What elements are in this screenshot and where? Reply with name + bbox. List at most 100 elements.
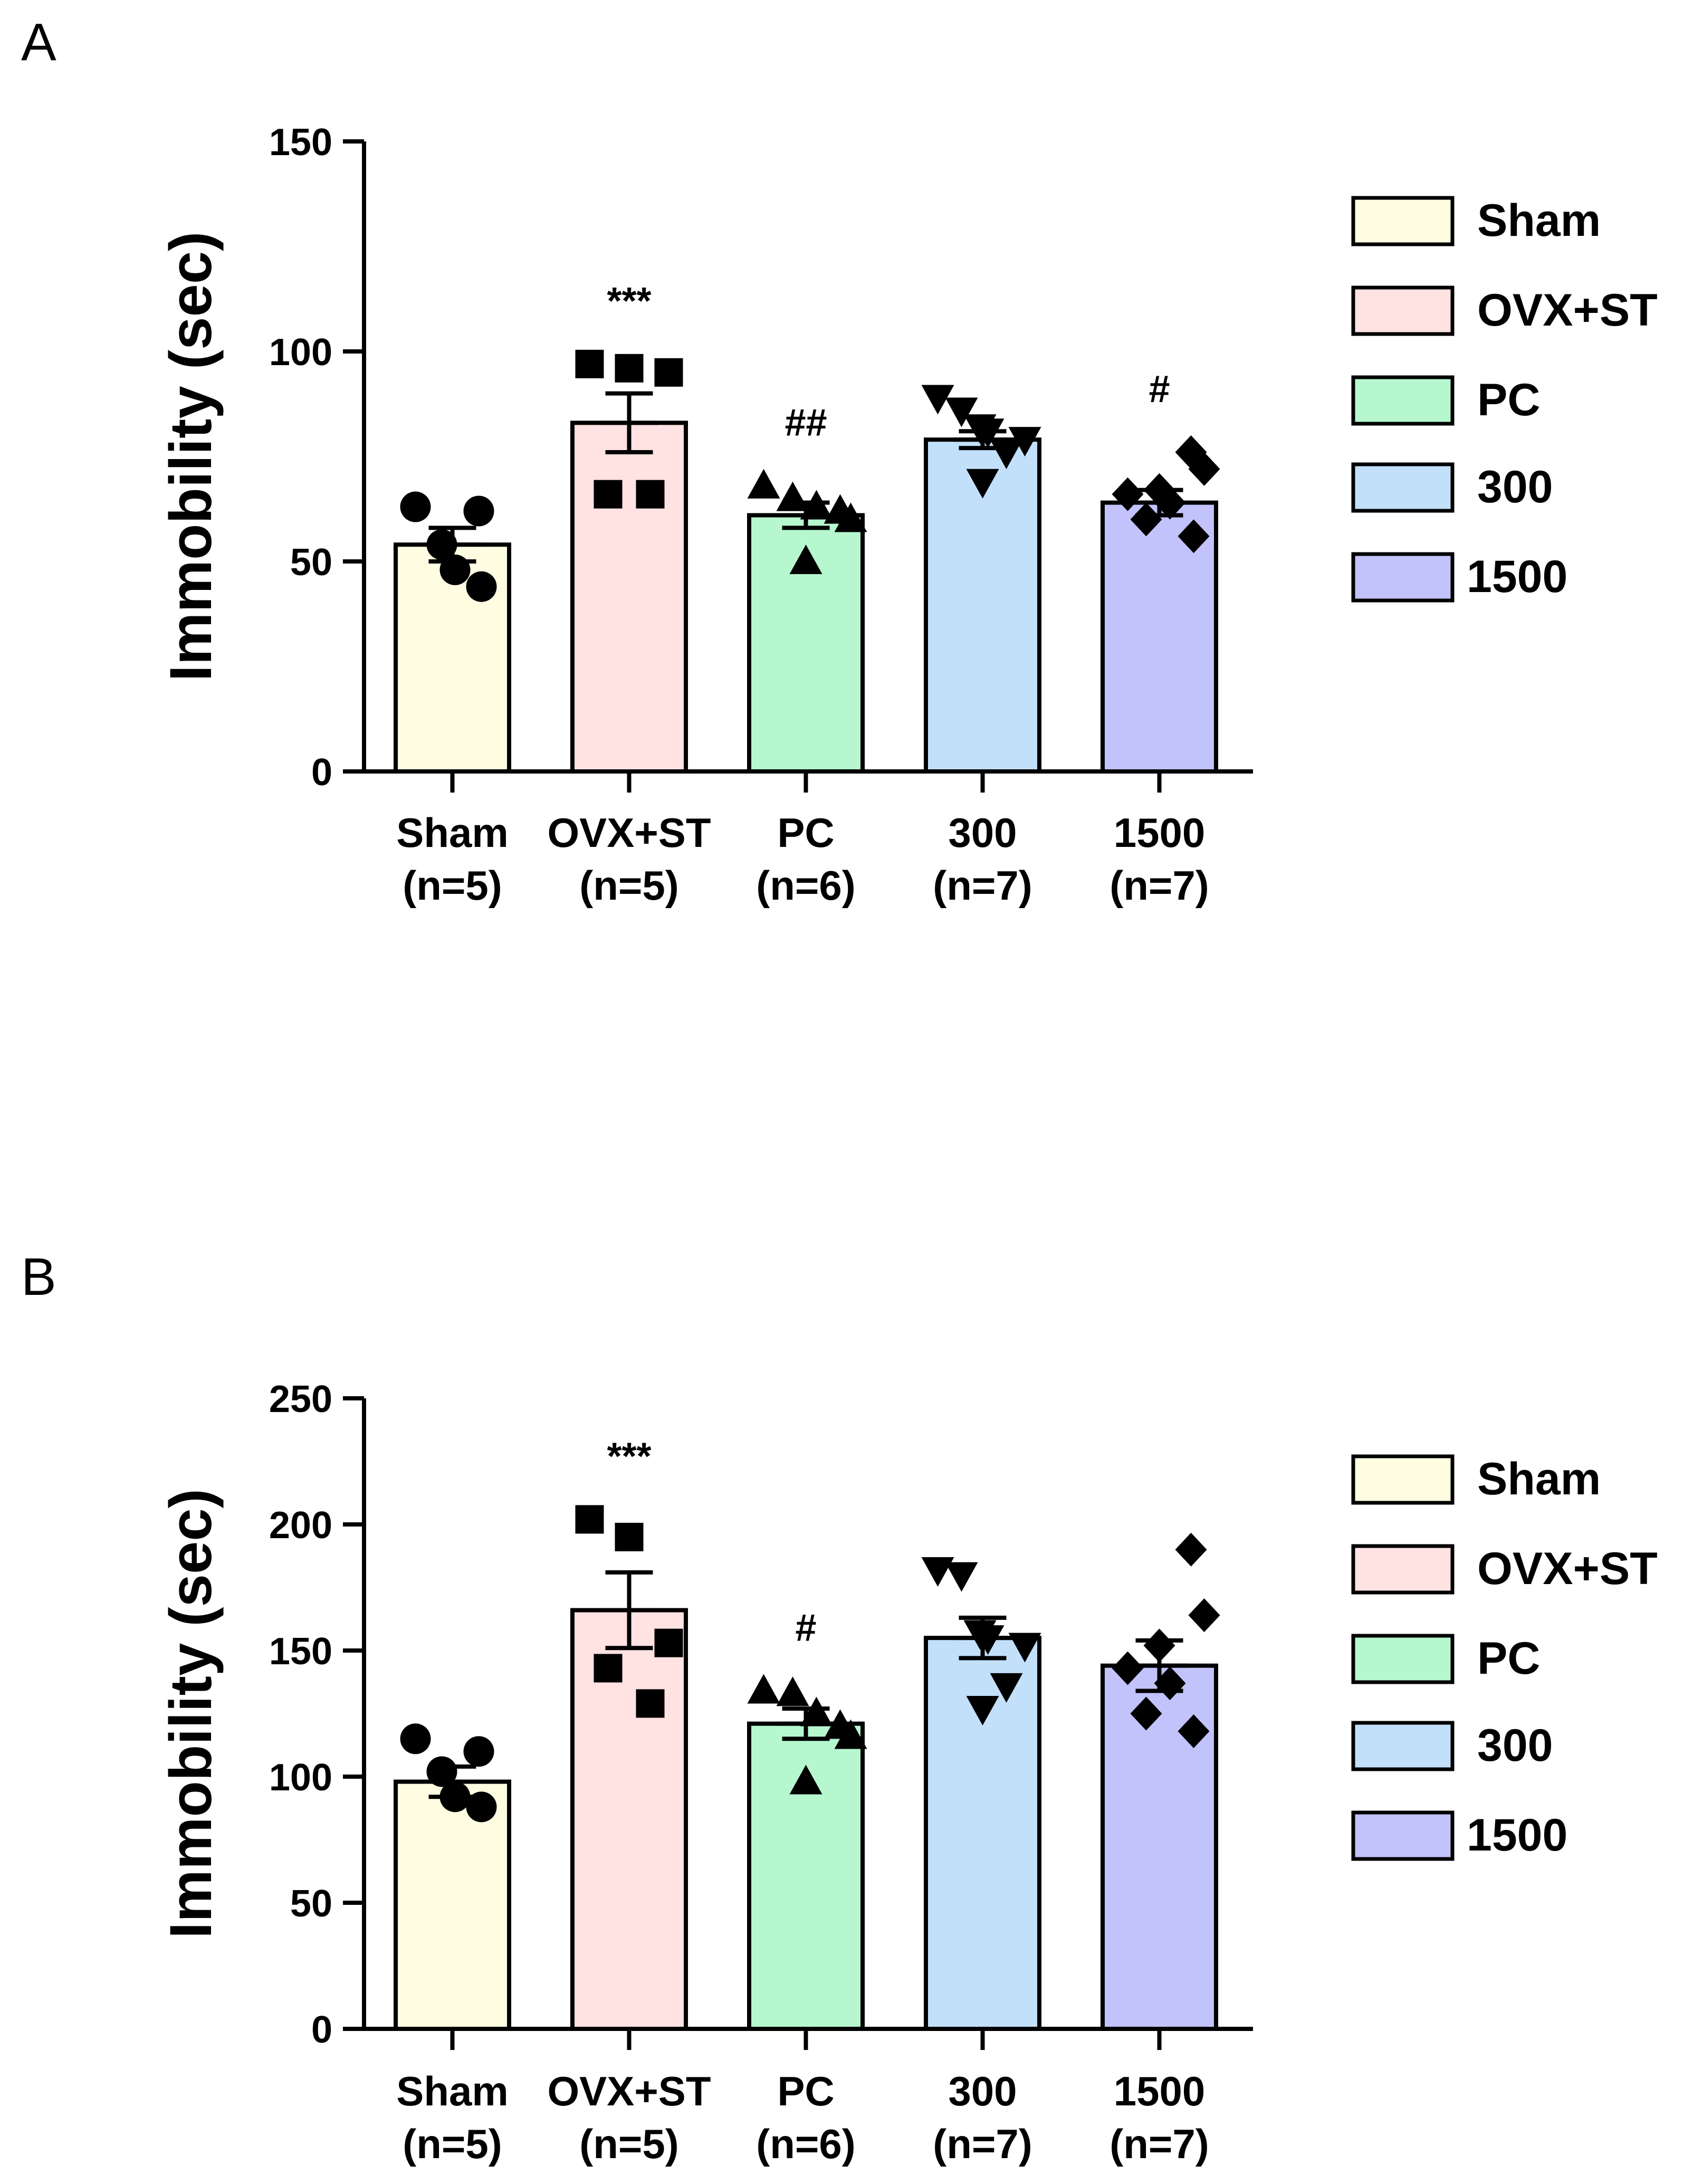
x-tick-label: Sham xyxy=(396,809,508,856)
bar-ovx-st xyxy=(570,421,688,774)
legend-swatch xyxy=(1351,375,1455,426)
y-tick-label: 150 xyxy=(269,1630,332,1673)
panel-label-b: B xyxy=(21,1247,56,1306)
x-tick-n-label: (n=7) xyxy=(933,2121,1032,2167)
y-tick-label: 0 xyxy=(311,751,332,794)
significance-label: ## xyxy=(785,402,827,444)
x-tick-label: OVX+ST xyxy=(548,809,711,856)
legend-label: 300 xyxy=(1477,462,1553,512)
x-tick-n-label: (n=6) xyxy=(756,2121,856,2167)
data-point xyxy=(747,469,780,499)
legend: Sham OVX+ST PC 300 1500 xyxy=(1351,1454,1658,1861)
data-point xyxy=(466,1791,497,1823)
x-tick-n-label: (n=7) xyxy=(1109,2121,1209,2167)
x-tick-label: PC xyxy=(777,2068,834,2114)
bar-ovx-st xyxy=(570,1608,688,2031)
significance-label: *** xyxy=(607,1435,651,1477)
data-point xyxy=(615,354,644,383)
legend-label: OVX+ST xyxy=(1477,1543,1658,1594)
data-point xyxy=(834,502,867,532)
data-point xyxy=(789,545,822,574)
chart-panel-b: *** #0 50 100 150 200 250 Sham (n=5) OVX+ST (n=5) P… xyxy=(158,1378,1658,2167)
legend-item-ovx-st: OVX+ST xyxy=(1351,285,1658,336)
data-point xyxy=(921,385,954,415)
data-point xyxy=(1008,427,1041,457)
data-point xyxy=(945,1562,978,1592)
data-point xyxy=(834,1719,867,1749)
legend-swatch xyxy=(1351,1721,1455,1771)
x-tick-n-label: (n=5) xyxy=(579,862,679,909)
legend-item-pc: PC xyxy=(1351,1633,1540,1684)
data-point xyxy=(1175,1532,1207,1567)
legend-item-300: 300 xyxy=(1351,462,1553,513)
data-point xyxy=(439,554,471,585)
legend-swatch xyxy=(1351,196,1455,246)
significance-label: # xyxy=(1149,368,1170,411)
legend-item-sham: Sham xyxy=(1351,195,1601,246)
legend-swatch xyxy=(1351,1544,1455,1595)
data-point xyxy=(463,1736,494,1767)
legend-swatch xyxy=(1351,1810,1455,1861)
data-point xyxy=(654,1628,683,1657)
x-tick-n-label: (n=5) xyxy=(403,862,502,909)
legend-item-ovx-st: OVX+ST xyxy=(1351,1543,1658,1595)
x-tick-n-label: (n=5) xyxy=(403,2121,502,2167)
data-point xyxy=(1130,502,1162,537)
legend-label: PC xyxy=(1477,375,1540,425)
data-point xyxy=(1112,1651,1144,1685)
data-point xyxy=(747,1674,780,1704)
legend-swatch xyxy=(1351,552,1455,603)
y-axis-title: Immobility (sec) xyxy=(158,1489,224,1939)
significance-label: *** xyxy=(607,280,651,322)
x-tick-label: PC xyxy=(777,809,834,856)
data-point xyxy=(594,480,623,509)
data-point xyxy=(400,491,431,522)
legend-item-pc: PC xyxy=(1351,375,1540,426)
y-tick-label: 250 xyxy=(269,1378,332,1420)
data-point xyxy=(1188,1598,1220,1633)
data-point xyxy=(990,1673,1023,1703)
legend-label: OVX+ST xyxy=(1477,285,1658,336)
x-tick-label: 1500 xyxy=(1114,2068,1206,2114)
panel-label-a: A xyxy=(21,13,56,72)
x-tick-label: 300 xyxy=(948,2068,1017,2114)
legend-item-300: 300 xyxy=(1351,1720,1553,1771)
legend-item-1500: 1500 xyxy=(1351,1810,1567,1861)
legend-label: PC xyxy=(1477,1633,1540,1684)
x-tick-n-label: (n=7) xyxy=(1109,862,1209,909)
data-point xyxy=(921,1557,954,1587)
bar-sham xyxy=(394,1779,511,2032)
legend-item-sham: Sham xyxy=(1351,1454,1601,1505)
data-point xyxy=(636,480,665,509)
data-point xyxy=(400,1723,431,1754)
data-point xyxy=(654,358,683,387)
data-point xyxy=(800,1696,833,1727)
data-point xyxy=(966,469,999,499)
legend-swatch xyxy=(1351,462,1455,513)
y-tick-label: 50 xyxy=(290,1883,332,1925)
data-point xyxy=(575,1505,604,1534)
data-point xyxy=(1008,1633,1041,1663)
y-tick-label: 100 xyxy=(269,331,332,374)
y-tick-label: 200 xyxy=(269,1504,332,1547)
data-point xyxy=(636,1689,665,1718)
data-point xyxy=(1188,452,1220,486)
data-point xyxy=(594,1654,623,1683)
y-tick-label: 0 xyxy=(311,2009,332,2051)
y-tick-label: 50 xyxy=(290,541,332,584)
data-point xyxy=(426,1756,457,1787)
y-axis-title: Immobility (sec) xyxy=(158,232,224,682)
data-point xyxy=(575,349,604,378)
x-tick-label: OVX+ST xyxy=(548,2068,711,2114)
data-point xyxy=(1178,1714,1210,1748)
data-point xyxy=(789,1765,822,1795)
x-tick-n-label: (n=5) xyxy=(579,2121,679,2167)
x-tick-label: 1500 xyxy=(1114,809,1206,856)
significance-label: # xyxy=(795,1607,816,1649)
y-tick-label: 100 xyxy=(269,1757,332,1799)
legend-swatch xyxy=(1351,285,1455,336)
legend-label: 300 xyxy=(1477,1720,1553,1771)
data-point xyxy=(966,1695,999,1725)
chart-panel-a: ***###050100150Sham(n=5)OVX+ST(n=5)PC(n=… xyxy=(158,121,1658,909)
